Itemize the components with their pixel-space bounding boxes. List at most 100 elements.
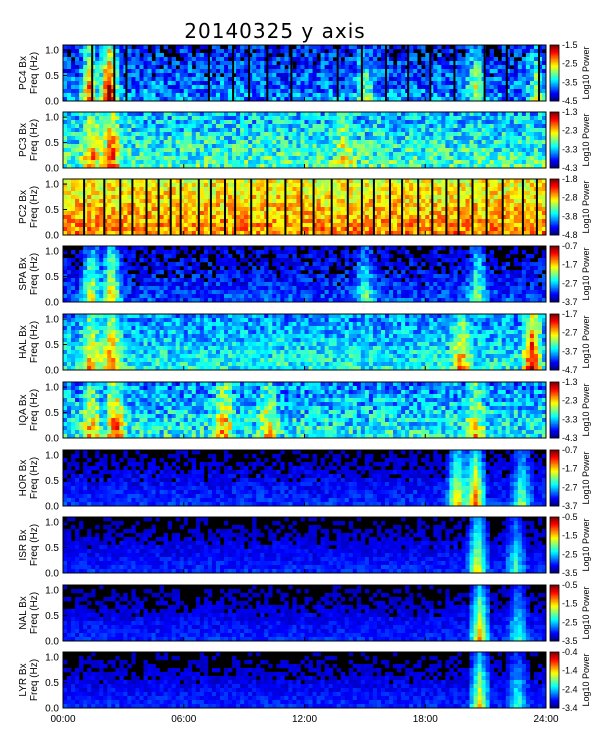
y-tick-label: 0.5 xyxy=(45,71,59,82)
colorbar-tick-label: -0.7 xyxy=(562,241,578,251)
colorbar-tick-label: -0.5 xyxy=(562,580,578,590)
colorbar-tick-label: -1.7 xyxy=(562,464,578,474)
colorbar-tick-label: -4.7 xyxy=(562,365,578,375)
colorbar-label: Log10 Power xyxy=(581,180,591,233)
data-gap xyxy=(198,179,200,235)
data-gap xyxy=(538,45,540,101)
data-gap xyxy=(361,45,363,101)
data-gap xyxy=(301,179,303,235)
spectrogram-image xyxy=(63,652,546,708)
colorbar-tick-label: -1.5 xyxy=(562,531,578,541)
y-tick-label: 0.5 xyxy=(45,678,59,689)
data-gap xyxy=(347,179,349,235)
y-tick-label: 0.0 xyxy=(45,704,59,715)
colorbar-tick-label: -2.5 xyxy=(562,549,578,559)
colorbar-tick-label: -3.7 xyxy=(562,346,578,356)
data-gap xyxy=(401,179,403,235)
colorbar-tick-label: -3.5 xyxy=(562,77,578,87)
data-gap xyxy=(250,179,252,235)
colorbar-tick-label: -4.3 xyxy=(562,433,578,443)
colorbar-tick-label: -4.8 xyxy=(562,230,578,240)
data-gap xyxy=(113,45,115,101)
data-gap xyxy=(266,179,268,235)
colorbar-label: Log10 Power xyxy=(581,653,591,706)
y-tick-label: 0.5 xyxy=(45,543,59,554)
y-tick-label: 1.0 xyxy=(45,180,59,191)
colorbar-tick-label: -2.5 xyxy=(562,617,578,627)
colorbar-tick-label: -3.7 xyxy=(562,501,578,511)
data-gap xyxy=(210,179,212,235)
y-tick-label: 0.5 xyxy=(45,138,59,149)
chart-title: 20140325 y axis xyxy=(184,19,365,43)
panel-ylabel: IQA BxFreq (Hz) xyxy=(18,389,40,431)
data-gap xyxy=(502,179,504,235)
data-gap xyxy=(429,45,431,101)
panel-ylabel: HOR BxFreq (Hz) xyxy=(18,457,40,499)
colorbar-label: Log10 Power xyxy=(581,518,591,571)
spectrogram-image xyxy=(63,246,546,302)
colorbar-tick-label: -0.5 xyxy=(562,512,578,522)
data-gap xyxy=(103,179,105,235)
data-gap xyxy=(232,45,234,101)
data-gap xyxy=(290,45,292,101)
panel-ylabel: ISR BxFreq (Hz) xyxy=(18,524,40,566)
panel-ylabel: PC4 BxFreq (Hz) xyxy=(18,52,40,94)
colorbar-tick-label: -1.3 xyxy=(562,377,578,387)
data-gap xyxy=(224,179,226,235)
data-gap xyxy=(248,45,250,101)
data-gap xyxy=(389,179,391,235)
y-tick-label: 1.0 xyxy=(45,315,59,326)
colorbar-label: Log10 Power xyxy=(581,586,591,639)
panel-ylabel: NAL BxFreq (Hz) xyxy=(18,592,40,634)
y-tick-label: 0.0 xyxy=(45,434,59,445)
colorbar-tick-label: -3.8 xyxy=(562,211,578,221)
colorbar-tick-label: -2.3 xyxy=(562,126,578,136)
y-tick-label: 0.0 xyxy=(45,637,59,648)
y-tick-label: 0.0 xyxy=(45,231,59,242)
panel-ylabel: PC3 BxFreq (Hz) xyxy=(18,119,40,161)
spectrogram-image xyxy=(63,112,546,168)
colorbar-tick-label: -0.7 xyxy=(562,445,578,455)
colorbar-label: Log10 Power xyxy=(581,315,591,368)
panel-ylabel: PC2 BxFreq (Hz) xyxy=(18,186,40,228)
x-tick-label: 18:00 xyxy=(413,714,438,725)
data-gap xyxy=(431,179,433,235)
data-gap xyxy=(484,45,486,101)
colorbar-tick-label: -1.5 xyxy=(562,599,578,609)
data-gap xyxy=(458,179,460,235)
data-gap xyxy=(119,179,121,235)
y-tick-label: 0.0 xyxy=(45,298,59,309)
data-gap xyxy=(506,45,508,101)
colorbar-tick-label: -3.3 xyxy=(562,144,578,154)
data-gap xyxy=(453,45,455,101)
y-tick-label: 0.5 xyxy=(45,340,59,351)
colorbar-tick-label: -1.3 xyxy=(562,107,578,117)
y-tick-label: 1.0 xyxy=(45,46,59,57)
time-axis: 00:00 06:00 12:00 18:00 24:00 xyxy=(50,714,558,725)
panel-ylabel: HAL BxFreq (Hz) xyxy=(18,321,40,363)
colorbar-label: Log10 Power xyxy=(581,451,591,504)
data-gap xyxy=(407,45,409,101)
colorbar-tick-label: -2.5 xyxy=(562,59,578,69)
data-gap xyxy=(486,179,488,235)
data-gap xyxy=(284,179,286,235)
data-gap xyxy=(131,179,133,235)
colorbar-tick-label: -3.4 xyxy=(562,703,578,713)
y-tick-label: 1.0 xyxy=(45,383,59,394)
data-gap xyxy=(373,179,375,235)
spectrogram-image xyxy=(63,45,546,101)
data-gap xyxy=(125,45,127,101)
